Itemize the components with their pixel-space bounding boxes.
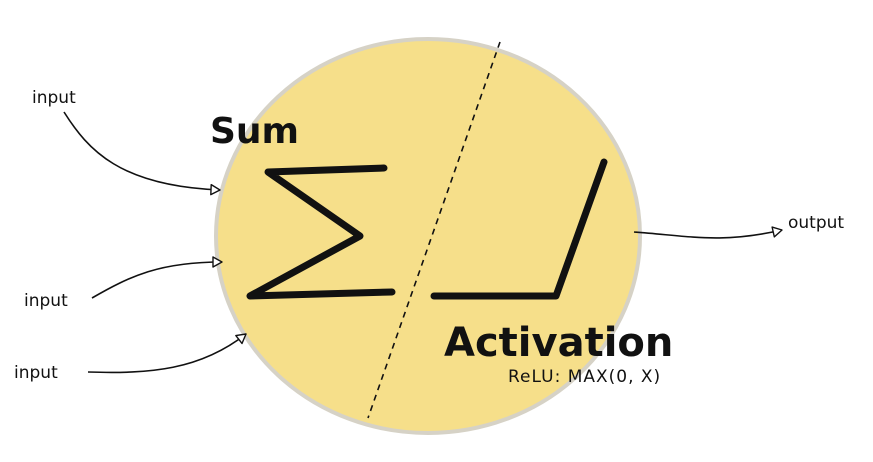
sigma-symbol — [246, 164, 396, 300]
relu-formula: ReLU: MAX(0, X) — [508, 367, 661, 387]
input-label-middle: input — [24, 291, 68, 311]
input-label-top: input — [32, 88, 76, 108]
output-label: output — [788, 213, 844, 233]
neuron-circle — [214, 37, 642, 435]
input-arrow-bottom — [87, 333, 247, 374]
output-arrow — [633, 226, 783, 239]
input-arrow-top — [63, 111, 221, 196]
input-label-bottom: input — [14, 363, 58, 383]
relu-symbol — [430, 158, 608, 300]
activation-label: Activation — [444, 320, 673, 366]
input-arrow-middle — [91, 256, 223, 299]
sum-label: Sum — [210, 111, 299, 152]
sum-activation-divider — [367, 41, 501, 419]
